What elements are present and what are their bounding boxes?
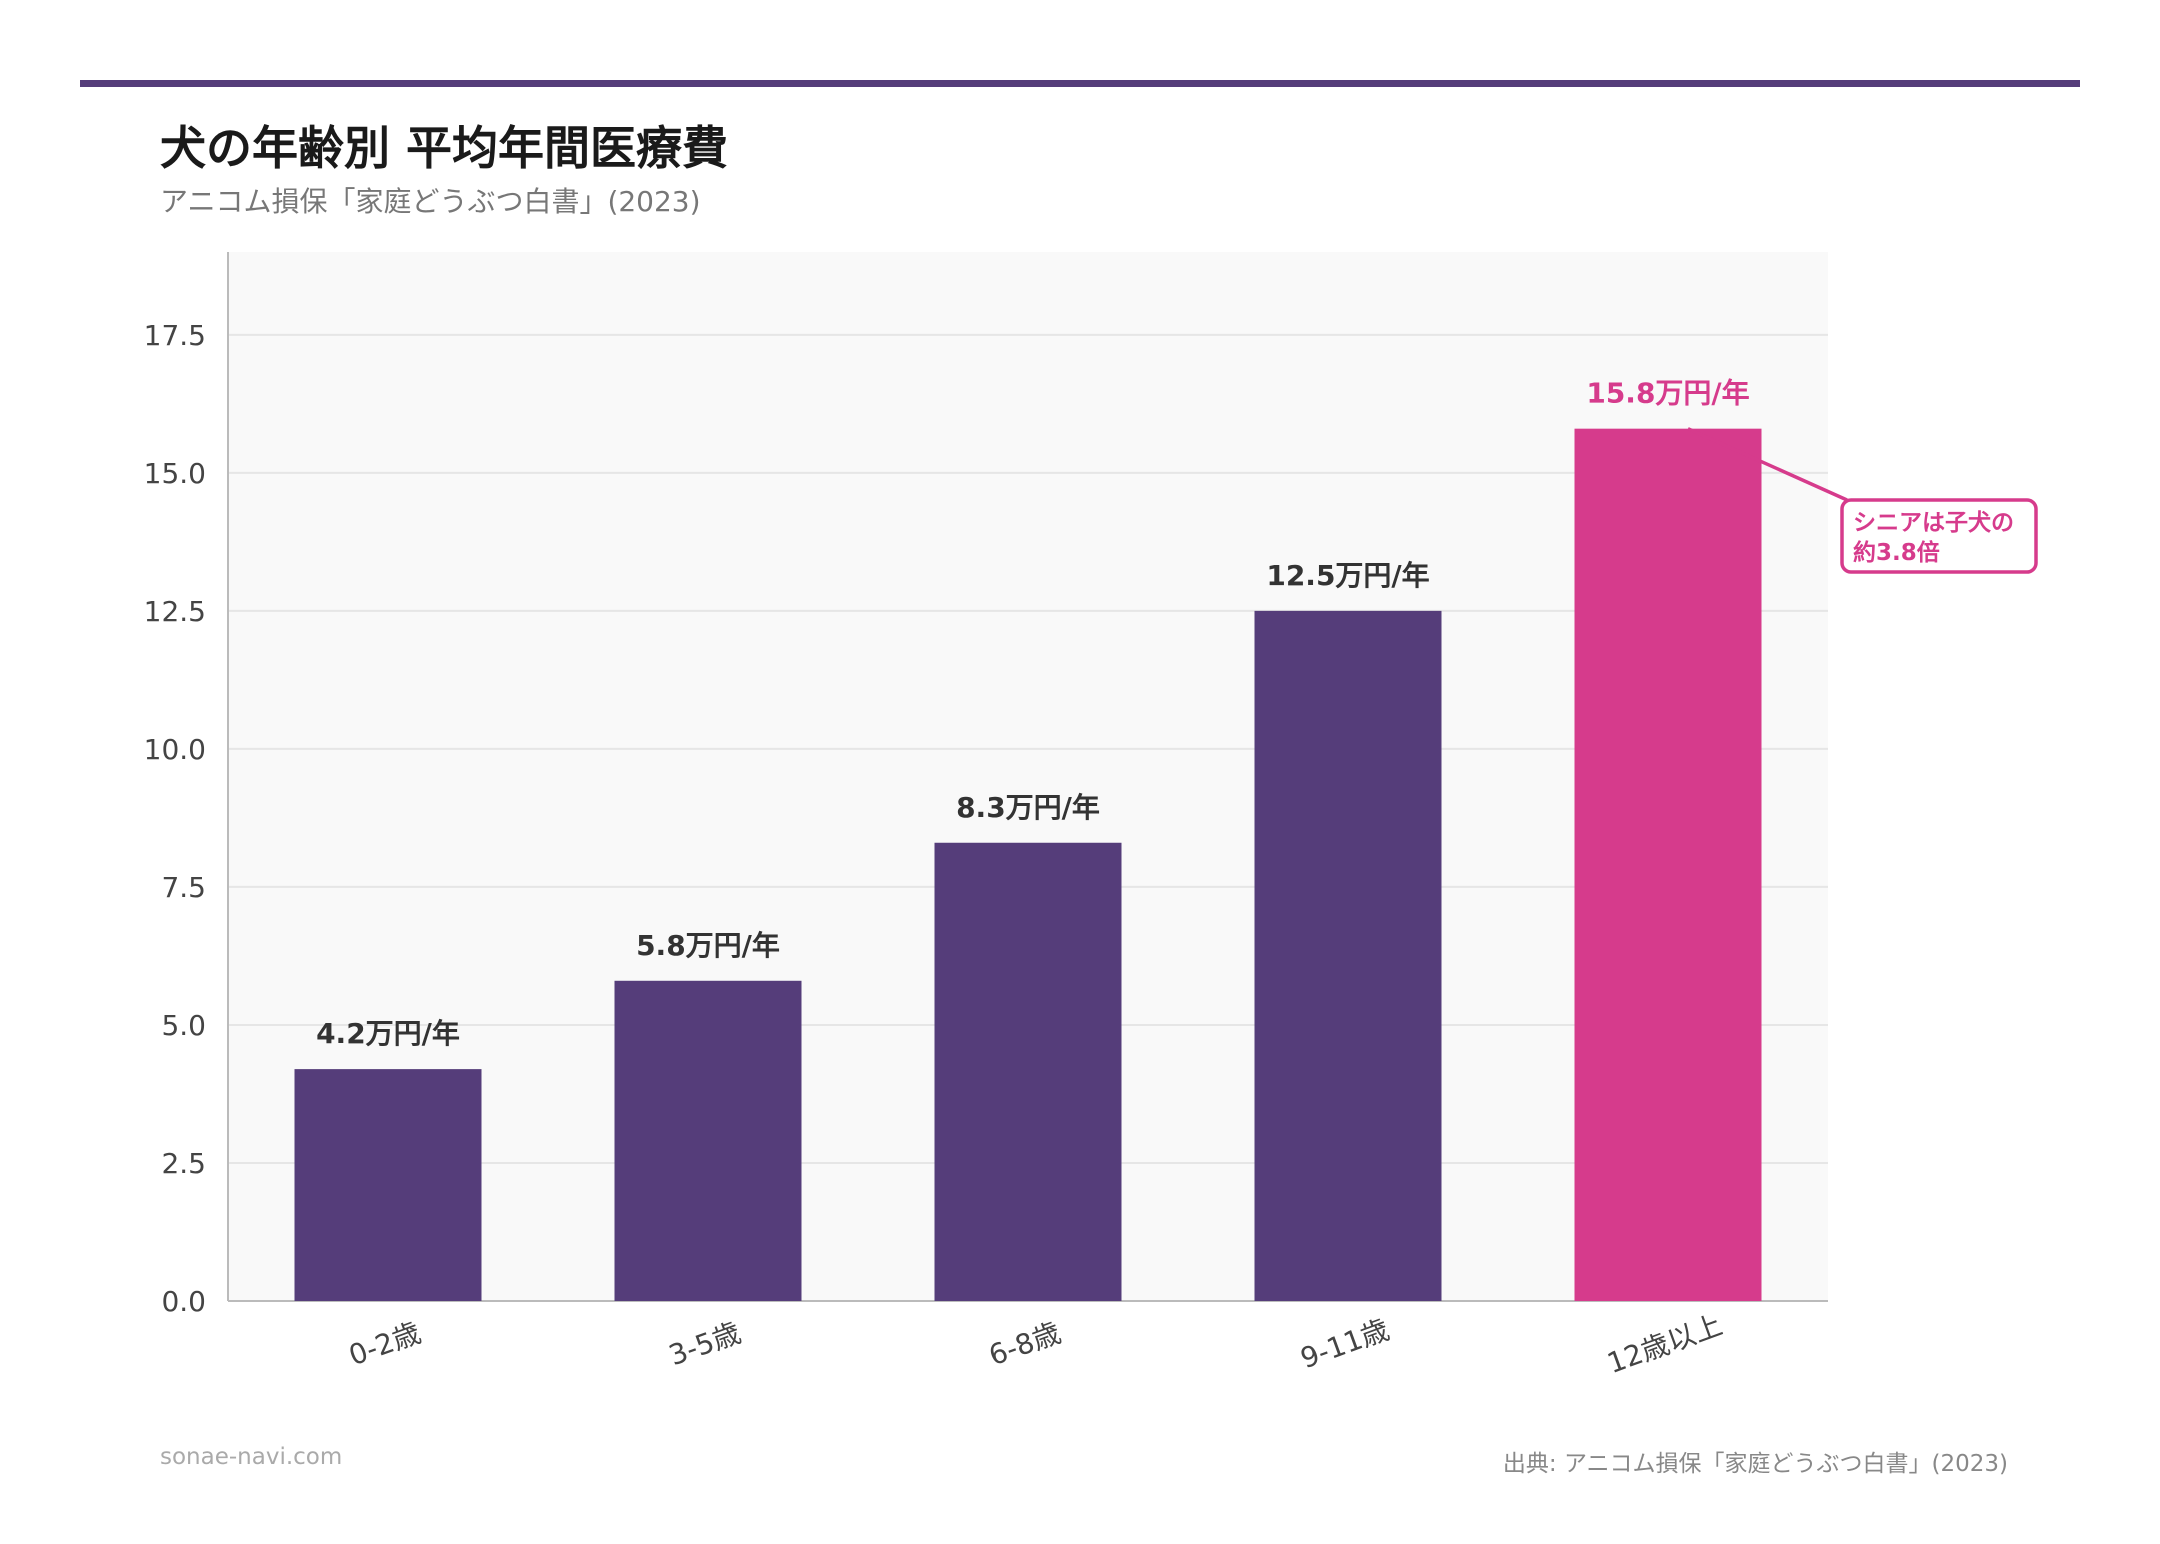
data-label: 5.8万円/年 xyxy=(636,929,780,962)
top-accent-rule xyxy=(80,80,2080,87)
chart-subtitle: アニコム損保「家庭どうぶつ白書」(2023) xyxy=(160,185,701,218)
annotation-text: シニアは子犬の xyxy=(1853,510,2014,536)
x-tick-label: 6-8歳 xyxy=(984,1316,1065,1372)
x-tick-label: 3-5歳 xyxy=(664,1316,745,1372)
data-label: 15.8万円/年 xyxy=(1586,377,1749,410)
chart-title: 犬の年齢別 平均年間医療費 xyxy=(160,121,729,175)
bar xyxy=(934,842,1122,1301)
y-tick-label: 10.0 xyxy=(144,733,206,766)
data-label: 4.2万円/年 xyxy=(316,1017,460,1050)
bar xyxy=(1254,610,1442,1301)
footer-site: sonae-navi.com xyxy=(160,1444,343,1470)
annotation-box xyxy=(1840,498,2038,574)
data-label: 12.5万円/年 xyxy=(1266,559,1429,592)
y-tick-label: 7.5 xyxy=(161,871,206,904)
annotation-leader-line xyxy=(1687,427,1848,502)
y-tick-label: 12.5 xyxy=(144,595,206,628)
y-tick-label: 15.0 xyxy=(144,457,206,490)
y-tick-label: 17.5 xyxy=(144,319,206,352)
x-tick-label: 0-2歳 xyxy=(344,1316,425,1372)
bar xyxy=(1574,428,1762,1301)
y-tick-label: 5.0 xyxy=(161,1009,206,1042)
bar xyxy=(614,980,802,1301)
x-tick-label: 9-11歳 xyxy=(1296,1313,1393,1375)
annotation-text: 約3.8倍 xyxy=(1853,539,1940,566)
footer-source: 出典: アニコム損保「家庭どうぶつ白書」(2023) xyxy=(1502,1451,2008,1477)
y-tick-label: 2.5 xyxy=(161,1147,206,1180)
bar xyxy=(294,1069,482,1301)
x-tick-label: 12歳以上 xyxy=(1603,1308,1727,1380)
data-label: 8.3万円/年 xyxy=(956,791,1100,824)
y-tick-label: 0.0 xyxy=(161,1285,206,1318)
